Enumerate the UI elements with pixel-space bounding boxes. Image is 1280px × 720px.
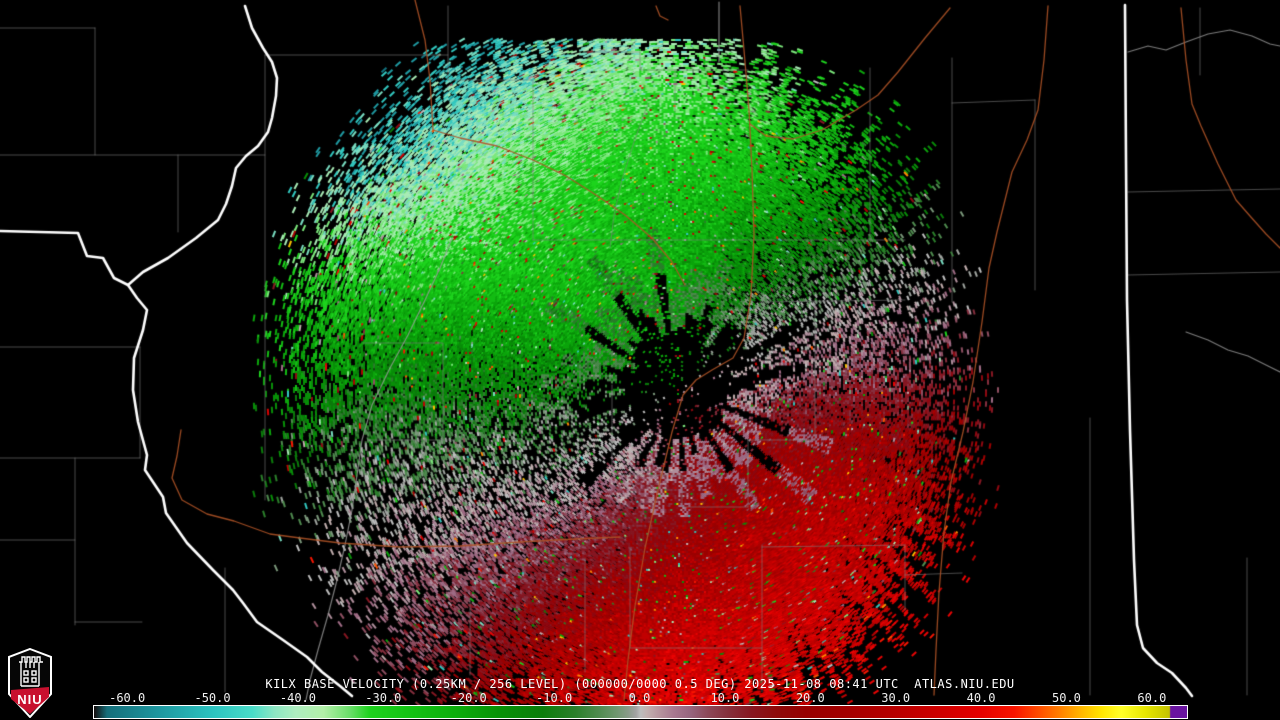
colorbar-tick-label: -60.0 <box>109 691 146 705</box>
colorbar-tick-label: 60.0 <box>1137 691 1167 705</box>
velocity-scale: -60.0 -50.0 -40.0 -30.0 -20.0 -10.0 0.0 10.0 20.… <box>0 691 1280 720</box>
colorbar-tick-label: -20.0 <box>450 691 487 705</box>
caption-separator <box>899 677 914 691</box>
colorbar-tick-label: 0.0 <box>628 691 651 705</box>
timestamp: 2025-11-08 08:41 UTC <box>744 677 899 691</box>
castle-tower-icon <box>19 656 43 687</box>
niu-shield-icon <box>8 647 52 719</box>
colorbar-tick-label: -50.0 <box>194 691 231 705</box>
colorbar-tick-label: 30.0 <box>881 691 911 705</box>
colorbar-tick-label: 50.0 <box>1052 691 1081 705</box>
colorbar-tick-label: 40.0 <box>966 691 996 705</box>
colorbar-tick-label: -30.0 <box>365 691 402 705</box>
niu-wordmark: NIU <box>17 692 43 707</box>
colorbar-tick-label: -40.0 <box>279 691 316 705</box>
niu-logo: NIU <box>8 647 52 719</box>
colorbar-tick-label: 20.0 <box>795 691 825 705</box>
colorbar-tick-label: 10.0 <box>710 691 740 705</box>
radar-site-id: KILX <box>265 677 297 691</box>
source-url: ATLAS.NIU.EDU <box>914 677 1015 691</box>
product-caption: KILX BASE VELOCITY (0.25KM / 256 LEVEL) … <box>0 677 1280 691</box>
product-description: BASE VELOCITY (0.25KM / 256 LEVEL) (0000… <box>296 677 745 691</box>
colorbar-tick-label: -10.0 <box>536 691 573 705</box>
shield-red-band <box>11 687 49 714</box>
velocity-colorbar <box>93 705 1188 719</box>
